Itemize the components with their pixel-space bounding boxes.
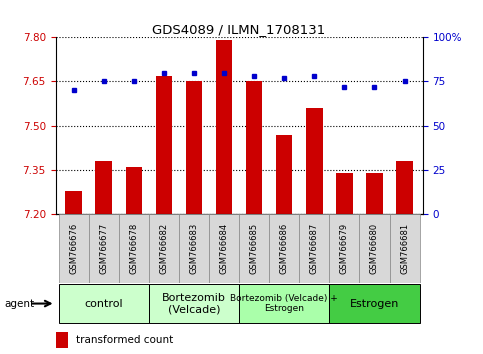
Bar: [239, 284, 329, 323]
Bar: [185, 81, 202, 214]
Text: Bortezomib (Velcade) +
Estrogen: Bortezomib (Velcade) + Estrogen: [230, 294, 338, 313]
Text: GSM766678: GSM766678: [129, 223, 138, 274]
Bar: [366, 173, 383, 214]
Text: GSM766684: GSM766684: [220, 223, 228, 274]
Bar: [58, 214, 89, 283]
Bar: [269, 214, 299, 283]
Bar: [89, 214, 119, 283]
Text: GSM766679: GSM766679: [340, 223, 349, 274]
Bar: [216, 40, 232, 214]
Bar: [299, 214, 329, 283]
Text: agent: agent: [5, 298, 35, 309]
Bar: [329, 284, 420, 323]
Bar: [336, 173, 353, 214]
Text: Bortezomib
(Velcade): Bortezomib (Velcade): [162, 293, 226, 314]
Bar: [119, 214, 149, 283]
Text: transformed count: transformed count: [76, 335, 173, 346]
Bar: [58, 284, 149, 323]
Text: Estrogen: Estrogen: [350, 298, 399, 309]
Bar: [396, 161, 413, 214]
Text: GSM766685: GSM766685: [250, 223, 258, 274]
Text: GSM766682: GSM766682: [159, 223, 169, 274]
Bar: [276, 135, 293, 214]
Bar: [149, 284, 239, 323]
Bar: [209, 214, 239, 283]
Text: GSM766686: GSM766686: [280, 223, 289, 274]
Bar: [239, 214, 269, 283]
Text: GSM766687: GSM766687: [310, 223, 319, 274]
Bar: [96, 161, 112, 214]
Bar: [149, 214, 179, 283]
Bar: [359, 214, 389, 283]
Title: GDS4089 / ILMN_1708131: GDS4089 / ILMN_1708131: [153, 23, 326, 36]
Bar: [65, 190, 82, 214]
Bar: [126, 167, 142, 214]
Text: GSM766683: GSM766683: [189, 223, 199, 274]
Bar: [329, 214, 359, 283]
Text: GSM766677: GSM766677: [99, 223, 108, 274]
Bar: [179, 214, 209, 283]
Text: GSM766681: GSM766681: [400, 223, 409, 274]
Text: GSM766676: GSM766676: [69, 223, 78, 274]
Bar: [56, 332, 69, 348]
Text: control: control: [85, 298, 123, 309]
Bar: [246, 81, 262, 214]
Bar: [156, 75, 172, 214]
Bar: [306, 108, 323, 214]
Bar: [389, 214, 420, 283]
Text: GSM766680: GSM766680: [370, 223, 379, 274]
